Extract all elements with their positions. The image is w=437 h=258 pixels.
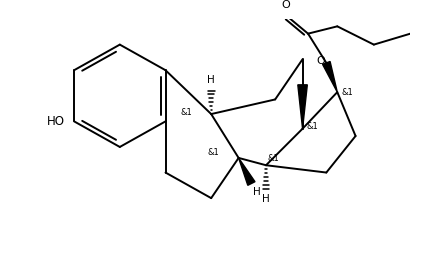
Text: O: O <box>316 56 325 66</box>
Text: H: H <box>262 195 270 205</box>
Polygon shape <box>239 158 255 185</box>
Text: &1: &1 <box>180 108 192 117</box>
Text: O: O <box>282 0 291 10</box>
Polygon shape <box>298 85 307 129</box>
Text: H: H <box>207 75 215 85</box>
Polygon shape <box>323 61 337 92</box>
Text: H: H <box>253 187 261 197</box>
Text: &1: &1 <box>268 154 280 163</box>
Text: &1: &1 <box>208 148 219 157</box>
Text: HO: HO <box>47 115 65 128</box>
Text: &1: &1 <box>342 88 354 97</box>
Text: &1: &1 <box>306 122 318 131</box>
